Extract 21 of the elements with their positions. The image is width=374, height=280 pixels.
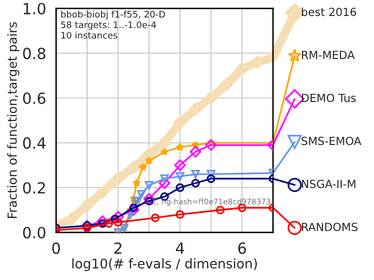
legend-label: RANDOMS — [302, 222, 358, 232]
annotation: 10 instances — [61, 32, 118, 39]
x-tick-label: 0 — [52, 242, 60, 254]
annotation: 58 targets: 1..-1.0e-4 — [61, 21, 156, 30]
y-tick-label: 0.2 — [23, 182, 45, 194]
y-tick-label: 0.6 — [23, 92, 46, 104]
y-tick-label: 0.4 — [23, 137, 46, 149]
x-tick-label: 4 — [176, 242, 184, 254]
x-axis-title: log10(# f-evals / dimension) — [72, 258, 257, 272]
y-tick-label: 0.0 — [23, 226, 46, 238]
legend-label: best 2016 — [302, 8, 356, 16]
legend-label: RM-MEDA — [302, 50, 355, 59]
x-tick-label: 6 — [238, 242, 246, 254]
legend-label: NSGA-II-M — [302, 180, 356, 188]
y-tick-label: 1.0 — [24, 2, 46, 14]
y-tick-label: 0.8 — [23, 48, 46, 60]
annotation: bbob-biobj f1-f55, 20-D — [61, 10, 166, 20]
legend-label: DEMO Tus — [302, 94, 356, 102]
y-axis-title: Fraction of function,target pairs — [7, 22, 20, 218]
legend-label: SMS-EMOA — [302, 136, 362, 146]
x-tick-label: 2 — [114, 242, 122, 254]
